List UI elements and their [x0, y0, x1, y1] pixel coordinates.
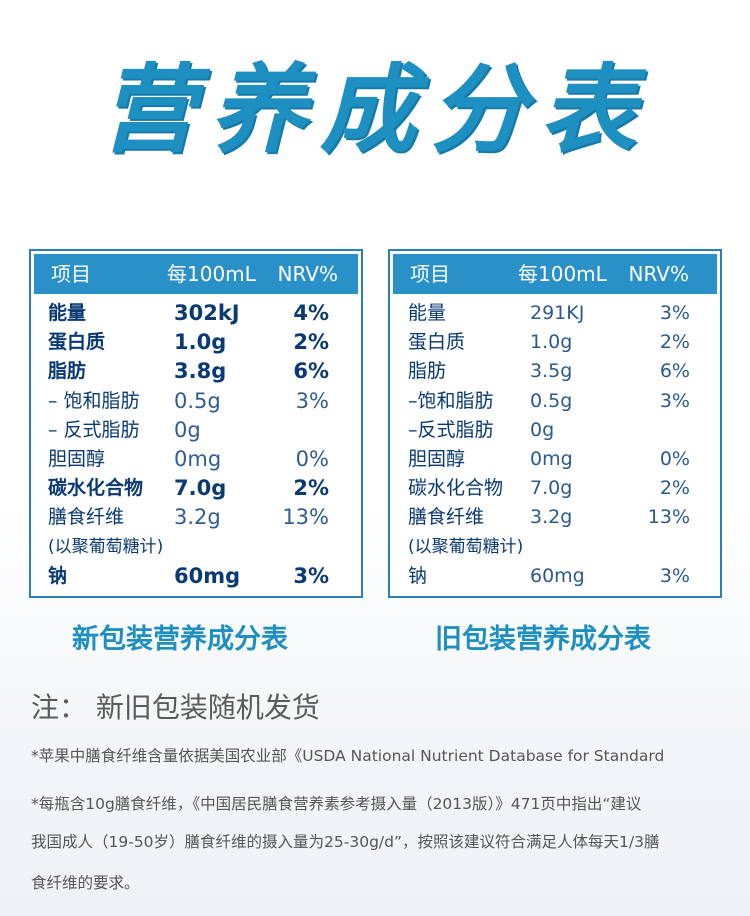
footnote-line: *每瓶含10g膳食纤维，《中国居民膳食营养素参考摄入量（2013版）》471页中… — [31, 795, 642, 813]
row-amount: 3.2g — [174, 505, 221, 530]
row-nrv: 6% — [293, 359, 329, 384]
old-nutrition-table: 项目 每100mL NRV% 能量 291KJ 3% 蛋白质 1.0g 2% 脂… — [388, 249, 722, 598]
row-nrv: 3% — [659, 389, 690, 412]
row-nrv: 13% — [647, 506, 690, 529]
row-nrv: 2% — [659, 477, 690, 500]
table-row: –反式脂肪 0g — [390, 416, 720, 445]
table-row: 碳水化合物 7.0g 2% — [31, 474, 361, 503]
row-name: – 反式脂肪 — [48, 418, 140, 441]
row-nrv: 2% — [293, 330, 329, 355]
row-nrv: 3% — [295, 388, 329, 413]
row-amount: 0g — [174, 417, 201, 442]
table-row: 钠 60mg 3% — [31, 562, 361, 591]
row-amount: 302kJ — [174, 301, 240, 325]
row-amount: 7.0g — [530, 477, 573, 500]
table-header: 项目 每100mL NRV% — [393, 254, 717, 294]
row-name: (以聚葡萄糖计) — [48, 536, 164, 557]
row-name: –反式脂肪 — [408, 418, 494, 441]
row-name: (以聚葡萄糖计) — [408, 536, 524, 557]
row-name: 胆固醇 — [48, 447, 106, 470]
row-nrv: 0% — [659, 447, 690, 470]
header-item: 项目 — [410, 262, 450, 286]
row-amount: 291KJ — [530, 302, 585, 324]
table-row: 钠 60mg 3% — [390, 562, 720, 591]
row-amount: 60mg — [174, 563, 241, 588]
row-name: 脂肪 — [48, 360, 87, 383]
row-nrv: 2% — [293, 476, 329, 501]
table-row: 胆固醇 0mg 0% — [390, 445, 720, 474]
row-name: 蛋白质 — [48, 331, 106, 354]
table-row: – 反式脂肪 0g — [31, 416, 361, 445]
header-nrv: NRV% — [628, 262, 689, 286]
row-name: 膳食纤维 — [408, 506, 485, 529]
header-nrv: NRV% — [277, 262, 338, 286]
row-nrv: 3% — [659, 564, 690, 587]
row-nrv: 13% — [282, 505, 329, 530]
table-row: 膳食纤维 3.2g 13% — [31, 503, 361, 532]
new-table-caption: 新包装营养成分表 — [72, 624, 288, 655]
table-row: 碳水化合物 7.0g 2% — [390, 474, 720, 503]
table-row: 蛋白质 1.0g 2% — [31, 328, 361, 357]
row-nrv: 2% — [659, 331, 690, 354]
row-amount: 1.0g — [530, 331, 573, 354]
table-row: 能量 302kJ 4% — [31, 299, 361, 328]
row-amount: 3.8g — [174, 359, 227, 384]
row-nrv: 6% — [659, 360, 690, 383]
table-row: –饱和脂肪 0.5g 3% — [390, 387, 720, 416]
header-item: 项目 — [51, 262, 91, 286]
row-name: – 饱和脂肪 — [48, 389, 140, 412]
table-row: 膳食纤维 3.2g 13% — [390, 503, 720, 532]
row-nrv: 3% — [293, 563, 329, 588]
row-name: –饱和脂肪 — [408, 389, 494, 412]
table-header: 项目 每100mL NRV% — [34, 254, 358, 294]
old-table-caption: 旧包装营养成分表 — [435, 624, 651, 655]
row-name: 碳水化合物 — [48, 477, 144, 500]
row-amount: 0g — [530, 418, 555, 441]
row-amount: 0.5g — [530, 389, 573, 412]
row-amount: 3.5g — [530, 360, 573, 383]
row-amount: 0mg — [530, 447, 573, 470]
table-row: (以聚葡萄糖计) — [390, 533, 720, 562]
row-name: 胆固醇 — [408, 447, 466, 470]
table-row: 脂肪 3.8g 6% — [31, 357, 361, 386]
row-amount: 1.0g — [174, 330, 227, 355]
row-name: 钠 — [408, 564, 428, 587]
row-name: 脂肪 — [408, 360, 447, 383]
footnote-line: 我国成人（19-50岁）膳食纤维的摄入量为25-30g/d”，按照该建议符合满足… — [31, 833, 660, 851]
footnote-line: *苹果中膳食纤维含量依据美国农业部《USDA National Nutrient… — [31, 747, 665, 765]
row-amount: 0.5g — [174, 388, 221, 413]
row-amount: 7.0g — [174, 476, 227, 501]
shipping-note: 注： 新旧包装随机发货 — [31, 691, 320, 724]
table-row: – 饱和脂肪 0.5g 3% — [31, 387, 361, 416]
header-per100ml: 每100mL — [518, 262, 607, 286]
row-amount: 3.2g — [530, 506, 573, 529]
table-row: 能量 291KJ 3% — [390, 299, 720, 328]
row-name: 碳水化合物 — [408, 477, 504, 500]
table-row: 蛋白质 1.0g 2% — [390, 328, 720, 357]
row-name: 蛋白质 — [408, 331, 466, 354]
table-row: 脂肪 3.5g 6% — [390, 357, 720, 386]
row-nrv: 3% — [659, 302, 690, 324]
page-title: 营养成分表 — [100, 53, 650, 166]
footnote-line: 食纤维的要求。 — [31, 874, 140, 892]
row-name: 能量 — [408, 302, 447, 324]
new-nutrition-table: 项目 每100mL NRV% 能量 302kJ 4% 蛋白质 1.0g 2% 脂… — [29, 249, 363, 598]
row-amount: 60mg — [530, 564, 585, 587]
row-name: 能量 — [48, 302, 87, 324]
table-row: 胆固醇 0mg 0% — [31, 445, 361, 474]
table-row: (以聚葡萄糖计) — [31, 533, 361, 562]
row-amount: 0mg — [174, 446, 222, 471]
row-name: 膳食纤维 — [48, 506, 125, 529]
header-per100ml: 每100mL — [167, 262, 256, 286]
row-name: 钠 — [48, 564, 68, 587]
row-nrv: 0% — [295, 446, 329, 471]
row-nrv: 4% — [293, 301, 329, 325]
